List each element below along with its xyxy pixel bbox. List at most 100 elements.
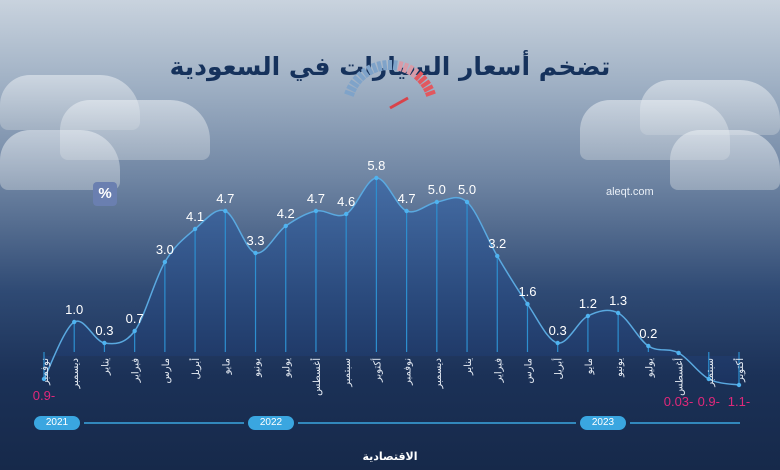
x-tick-label: يوليو	[282, 358, 293, 378]
data-point	[41, 376, 47, 382]
data-point	[162, 259, 168, 265]
data-point	[615, 310, 621, 316]
value-label: 3.3	[246, 233, 264, 248]
gauge-tick	[401, 62, 410, 74]
x-tick-label: مايو	[584, 358, 595, 375]
gauge-tick	[425, 89, 436, 97]
data-point	[313, 208, 319, 214]
data-point	[102, 340, 107, 346]
data-point	[706, 376, 711, 382]
gauge-tick	[413, 70, 424, 82]
x-tick-label: فبراير	[131, 358, 142, 384]
gauge-tick	[397, 60, 404, 72]
value-label: 4.7	[307, 191, 325, 206]
car-image	[0, 130, 120, 190]
value-label: 4.7	[216, 191, 234, 206]
x-tick-label: مارس	[161, 358, 172, 383]
value-label: 0.9-	[33, 388, 55, 403]
x-tick-label: أبريل	[552, 358, 565, 380]
gauge-tick	[376, 60, 383, 72]
x-tick-label: أكتوبر	[733, 358, 746, 383]
x-tick-label: ديسمبر	[70, 358, 81, 389]
data-point	[253, 250, 258, 256]
gauge-tick	[346, 84, 358, 93]
speedometer-icon	[344, 60, 436, 110]
value-label: 5.8	[367, 158, 385, 173]
value-label: 0.3	[549, 323, 567, 338]
data-point	[736, 382, 742, 388]
x-tick-label: يونيو	[614, 358, 625, 378]
data-point	[464, 199, 470, 205]
gauge-tick	[406, 64, 415, 76]
x-tick-label: يونيو	[252, 358, 263, 378]
data-point	[343, 211, 349, 217]
value-label: 1.0	[65, 302, 83, 317]
gauge-tick	[352, 74, 363, 85]
data-point	[585, 313, 591, 319]
data-point	[646, 343, 651, 349]
data-point	[283, 223, 288, 229]
source-label: aleqt.com	[606, 186, 654, 198]
year-2022-badge: 2022	[248, 416, 294, 430]
gauge-tick	[349, 79, 360, 89]
value-label: 4.6	[337, 194, 355, 209]
value-label: 4.7	[398, 191, 416, 206]
x-tick-label: فبراير	[493, 358, 504, 384]
data-point	[495, 253, 500, 259]
x-tick-label: يناير	[100, 358, 111, 376]
publisher-logo: الاقتصادية	[362, 450, 418, 463]
gauge-tick	[410, 67, 420, 79]
area-fill	[44, 177, 739, 385]
value-label: 1.6	[518, 284, 536, 299]
gauge-tick	[420, 79, 431, 89]
gauge-tick	[422, 84, 434, 93]
value-label: 3.0	[156, 242, 174, 257]
gauge-tick	[356, 70, 367, 82]
value-label: 1.3	[609, 293, 627, 308]
x-tick-label: أبريل	[189, 358, 202, 380]
value-label: 0.03-	[664, 394, 694, 409]
x-tick-label: سبتمبر	[705, 358, 716, 388]
gauge-tick	[370, 62, 379, 74]
gauge-tick	[382, 60, 388, 71]
x-tick-label: مايو	[221, 358, 232, 375]
car-image	[670, 130, 780, 190]
x-tick-label: يوليو	[644, 358, 655, 378]
year-2023-badge: 2023	[580, 416, 626, 430]
gauge-needle	[389, 96, 409, 110]
data-point	[404, 208, 409, 214]
value-label: 0.7	[126, 311, 144, 326]
gauge-tick	[365, 64, 374, 76]
x-tick-label: نوفمبر	[403, 358, 414, 386]
data-point	[72, 319, 77, 325]
data-point	[223, 208, 228, 214]
x-tick-label: سبتمبر	[342, 358, 353, 388]
unit-badge: %	[93, 182, 117, 206]
x-tick-label: مارس	[523, 358, 534, 383]
value-label: 1.2	[579, 296, 597, 311]
x-tick-label: أغسطس	[673, 358, 686, 396]
value-label: 0.9-	[698, 394, 720, 409]
year-2021-badge: 2021	[34, 416, 80, 430]
data-point	[676, 350, 681, 356]
value-label: 5.0	[458, 182, 476, 197]
gauge-tick	[392, 60, 398, 71]
gauge-tick	[417, 74, 428, 85]
data-point	[434, 199, 440, 205]
value-label: 0.3	[95, 323, 113, 338]
value-label: 1.1-	[728, 394, 750, 409]
x-tick-label: ديسمبر	[433, 358, 444, 389]
value-label: 0.2	[639, 326, 657, 341]
value-label: 4.1	[186, 209, 204, 224]
x-tick-label: أكتوبر	[370, 358, 383, 383]
value-label: 3.2	[488, 236, 506, 251]
gauge-tick	[344, 89, 355, 97]
data-point	[374, 175, 379, 181]
data-point	[525, 301, 530, 307]
gauge-tick	[360, 67, 370, 79]
x-tick-label: نوفمبر	[40, 358, 51, 386]
data-point	[555, 340, 560, 346]
x-tick-label: يناير	[463, 358, 474, 376]
